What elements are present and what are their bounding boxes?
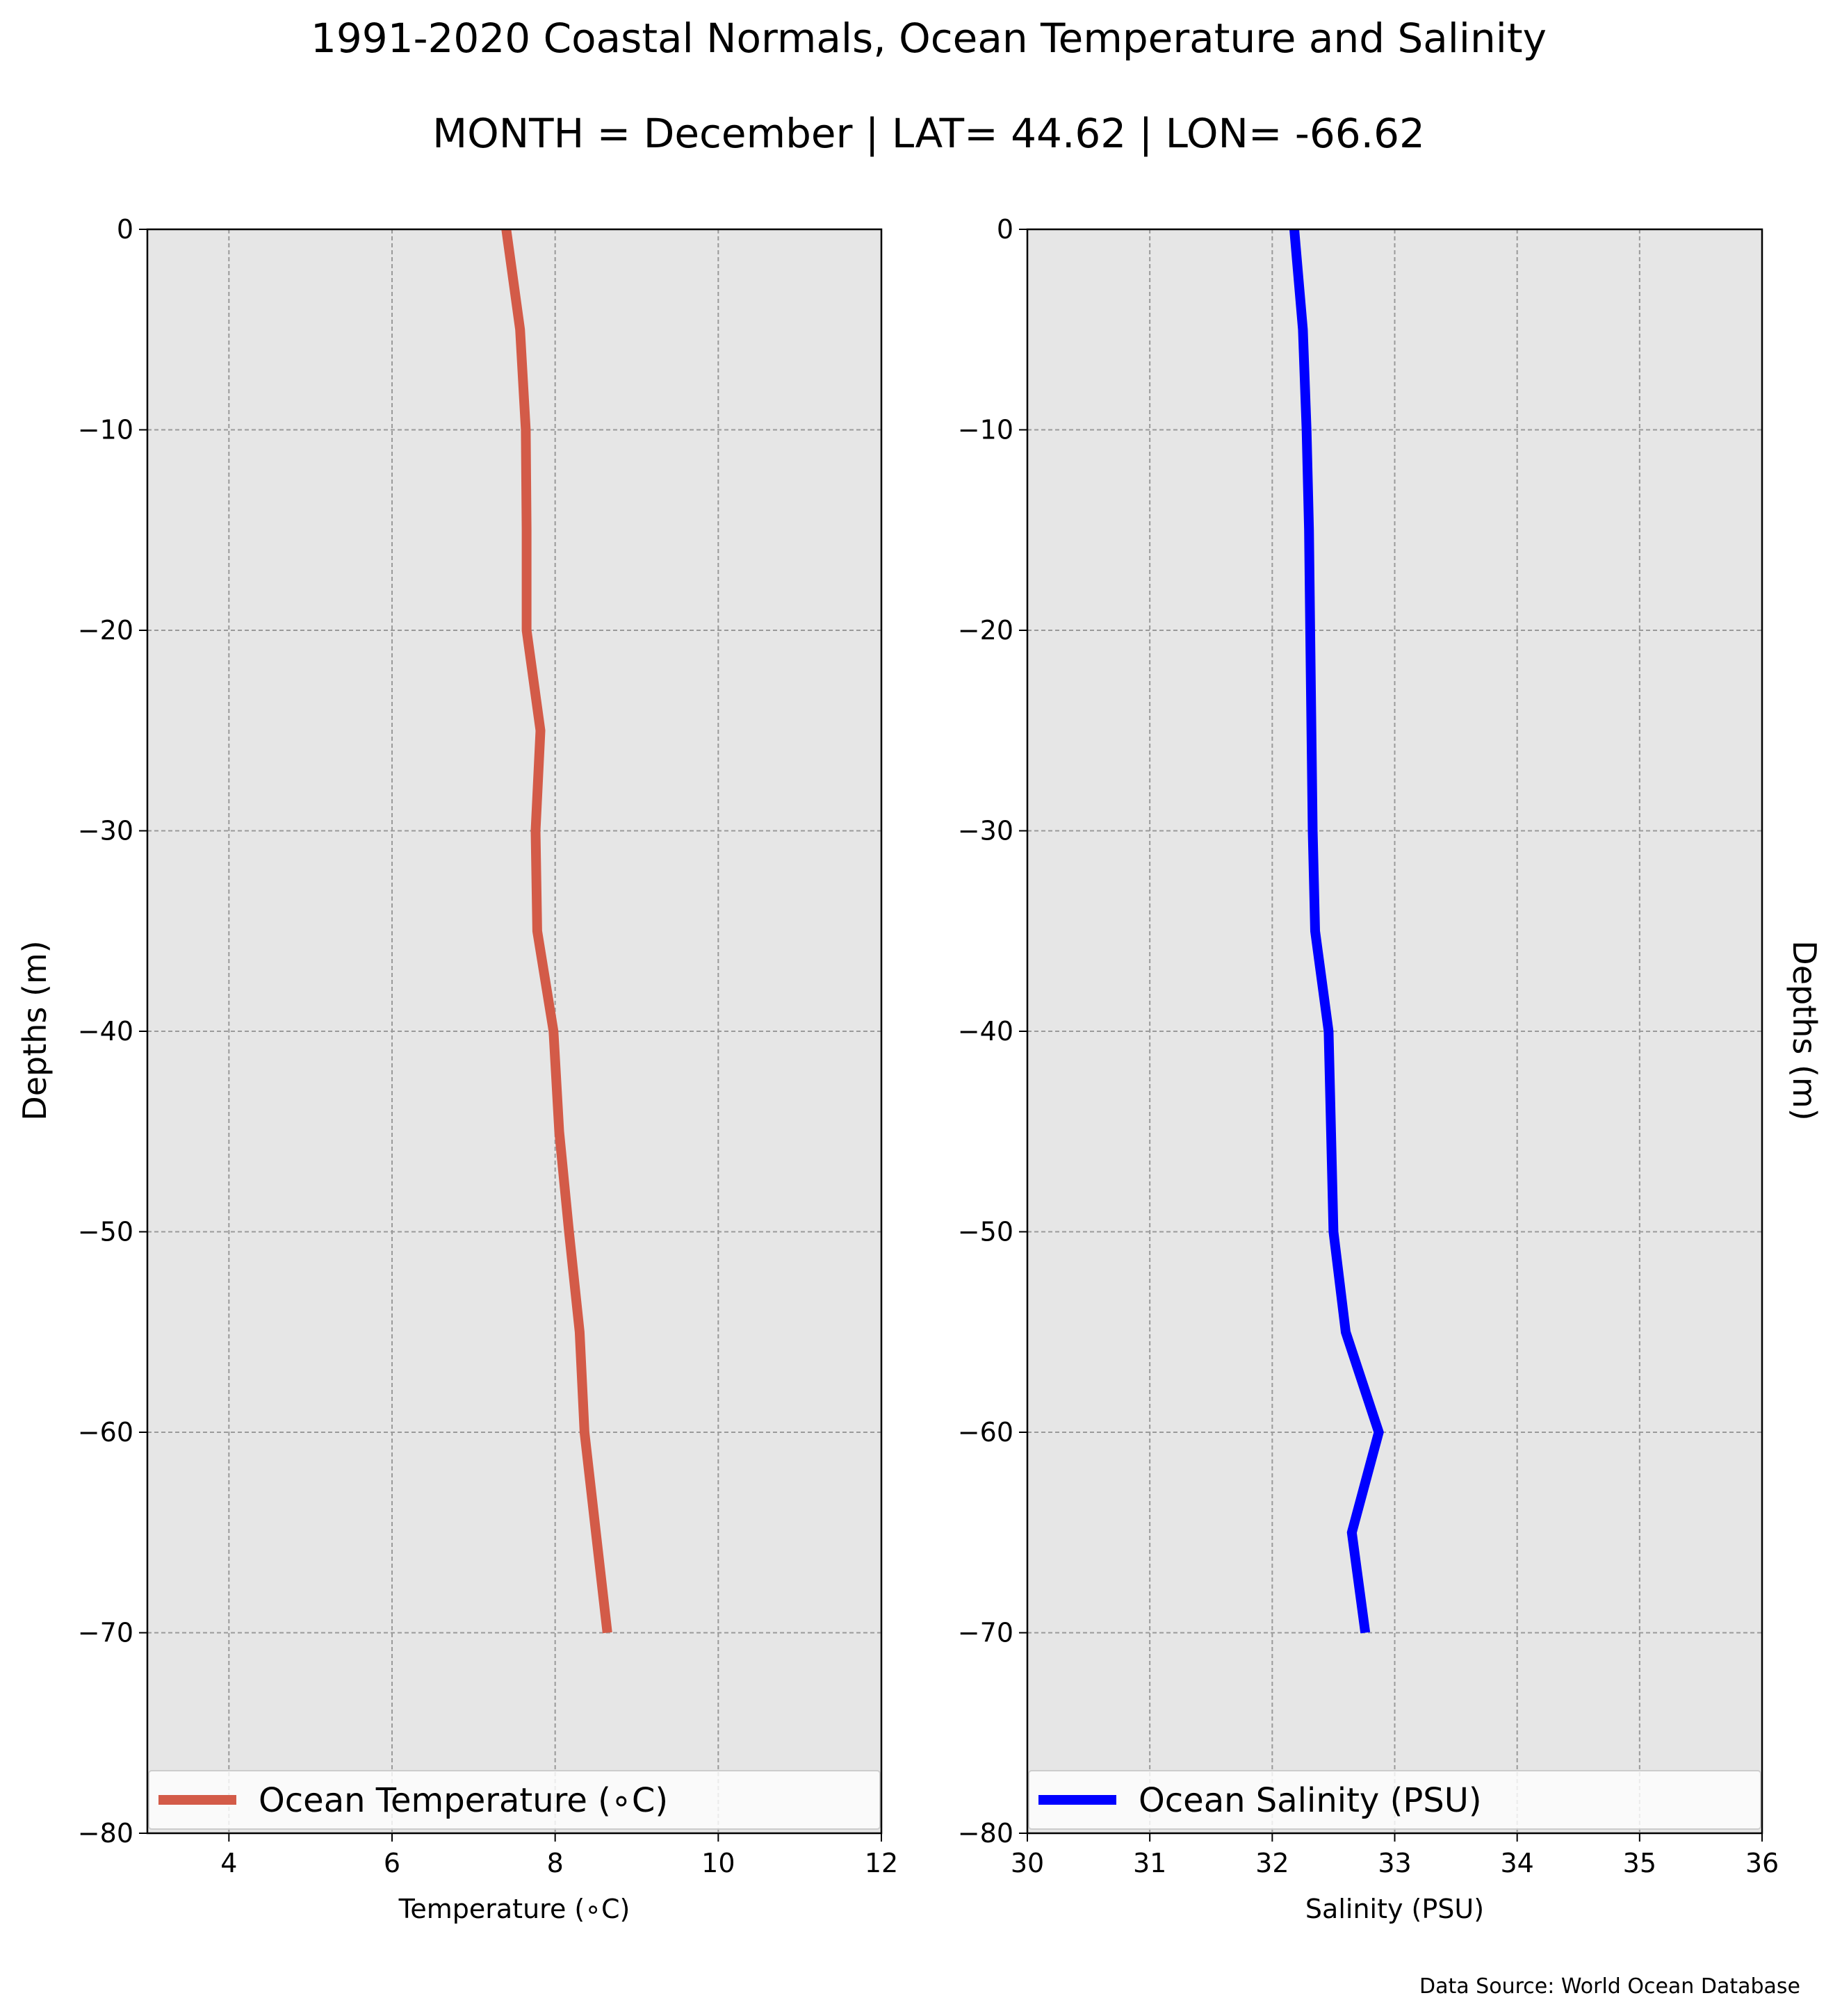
salinity-y-tick-label: −60 (958, 1417, 1013, 1448)
figure-title: 1991-2020 Coastal Normals, Ocean Tempera… (311, 15, 1547, 62)
temperature-y-tick-label: −70 (78, 1618, 133, 1648)
salinity-y-tick-label: −40 (958, 1016, 1013, 1047)
salinity-x-tick-label: 34 (1500, 1848, 1533, 1878)
temperature-x-tick-label: 8 (547, 1848, 564, 1878)
salinity-y-tick-label: −70 (958, 1618, 1013, 1648)
temperature-y-tick-label: 0 (117, 214, 133, 245)
salinity-legend: Ocean Salinity (PSU) (1028, 1770, 1761, 1830)
salinity-y-tick-label: −30 (958, 816, 1013, 846)
salinity-panel: Ocean Salinity (PSU) 30 31 32 33 34 35 36 0 −10 −2… (958, 214, 1779, 1924)
salinity-x-tick-label: 31 (1133, 1848, 1166, 1878)
temperature-legend-label: Ocean Temperature (∘C) (259, 1781, 668, 1820)
salinity-y-tick-label: −10 (958, 415, 1013, 445)
temperature-y-tick-label: −10 (78, 415, 133, 445)
left-y-axis-label: Depths (m) (16, 940, 54, 1120)
temperature-y-tick-label: −30 (78, 816, 133, 846)
salinity-legend-box (1028, 1770, 1761, 1830)
temperature-legend: Ocean Temperature (∘C) (148, 1770, 881, 1830)
temperature-y-tick-label: −60 (78, 1417, 133, 1448)
temperature-series-line (501, 229, 612, 1634)
right-y-axis-label: Depths (m) (1786, 940, 1823, 1120)
temperature-x-axis-label: Temperature (∘C) (398, 1894, 630, 1924)
figure-subtitle: MONTH = December | LAT= 44.62 | LON= -66… (432, 110, 1425, 157)
salinity-y-tick-label: 0 (997, 214, 1013, 245)
salinity-y-tick-label: −50 (958, 1217, 1013, 1247)
salinity-x-tick-label: 33 (1378, 1848, 1411, 1878)
temperature-x-tick-label: 6 (384, 1848, 400, 1878)
temperature-panel: Ocean Temperature (∘C) 4 6 8 10 12 0 −10 −20 −30 −… (78, 214, 898, 1924)
temperature-x-tick-label: 4 (220, 1848, 237, 1878)
salinity-x-tick-label: 30 (1011, 1848, 1044, 1878)
salinity-x-tick-label: 32 (1255, 1848, 1289, 1878)
temperature-plot-background (147, 229, 881, 1833)
temperature-y-tick-label: −20 (78, 615, 133, 646)
salinity-x-tick-label: 35 (1623, 1848, 1656, 1878)
salinity-x-tick-label: 36 (1745, 1848, 1779, 1878)
salinity-y-tick-label: −80 (958, 1818, 1013, 1849)
temperature-y-tick-label: −40 (78, 1016, 133, 1047)
data-source-note: Data Source: World Ocean Database (1419, 1974, 1800, 1999)
temperature-x-tick-label: 12 (865, 1848, 898, 1878)
salinity-legend-label: Ocean Salinity (PSU) (1139, 1781, 1482, 1820)
salinity-series-line (1289, 229, 1384, 1634)
temperature-legend-box (148, 1770, 881, 1830)
temperature-x-tick-label: 10 (701, 1848, 735, 1878)
temperature-y-tick-label: −50 (78, 1217, 133, 1247)
salinity-x-axis-label: Salinity (PSU) (1305, 1894, 1484, 1924)
temperature-y-tick-label: −80 (78, 1818, 133, 1849)
salinity-y-tick-label: −20 (958, 615, 1013, 646)
